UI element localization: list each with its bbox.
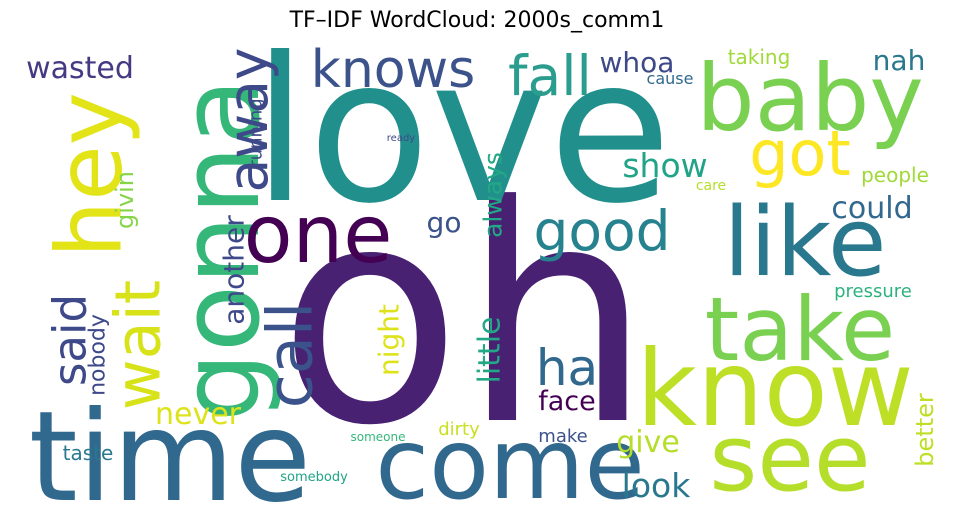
word-said: said (44, 294, 97, 386)
word-oh: oh (278, 142, 652, 491)
word-taste: taste (63, 441, 114, 465)
word-nobody: nobody (86, 314, 111, 396)
word-fall: fall (508, 44, 592, 108)
word-never: never (155, 397, 242, 432)
word-call: call (254, 302, 327, 409)
word-one: one (244, 188, 393, 281)
word-love: love (252, 15, 671, 248)
word-knows: knows (311, 40, 476, 100)
word-show: show (622, 146, 707, 185)
word-night: night (373, 304, 406, 376)
word-come: come (375, 408, 645, 522)
word-people: people (861, 163, 929, 187)
word-make: make (538, 426, 587, 447)
word-gonna: gonna (156, 78, 284, 422)
word-look: look (622, 466, 692, 505)
word-someone: someone (351, 430, 406, 444)
word-baby: baby (696, 45, 924, 152)
word-little: little (473, 317, 508, 384)
word-nah: nah (873, 44, 926, 77)
word-always: always (479, 152, 508, 238)
word-ha: ha (536, 339, 598, 397)
word-cause: cause (647, 69, 694, 88)
word-whoa: whoa (600, 46, 675, 79)
word-give: give (616, 425, 680, 460)
word-another: another (218, 215, 251, 325)
chart-title: TF–IDF WordCloud: 2000s_comm1 (289, 8, 665, 33)
word-givin: givin (111, 171, 139, 229)
word-wasted: wasted (26, 51, 134, 86)
word-running: running (246, 98, 267, 167)
word-good: good (533, 199, 670, 263)
word-better: better (911, 393, 939, 467)
word-like: like (724, 188, 887, 298)
word-care: care (696, 178, 726, 194)
word-take: take (705, 278, 895, 381)
word-away: away (216, 48, 280, 193)
word-wait: wait (102, 280, 175, 410)
word-ready: ready (387, 133, 416, 144)
word-go: go (427, 206, 462, 239)
word-taking: taking (728, 45, 791, 69)
word-time: time (29, 385, 311, 523)
word-got: got (749, 117, 851, 190)
word-hey: hey (38, 92, 143, 258)
word-see: see (709, 405, 870, 512)
word-know: know (636, 328, 913, 450)
word-pressure: pressure (834, 281, 912, 302)
word-somebody: somebody (280, 470, 348, 485)
word-face: face (538, 386, 596, 417)
word-could: could (831, 191, 912, 226)
word-dirty: dirty (438, 419, 480, 440)
